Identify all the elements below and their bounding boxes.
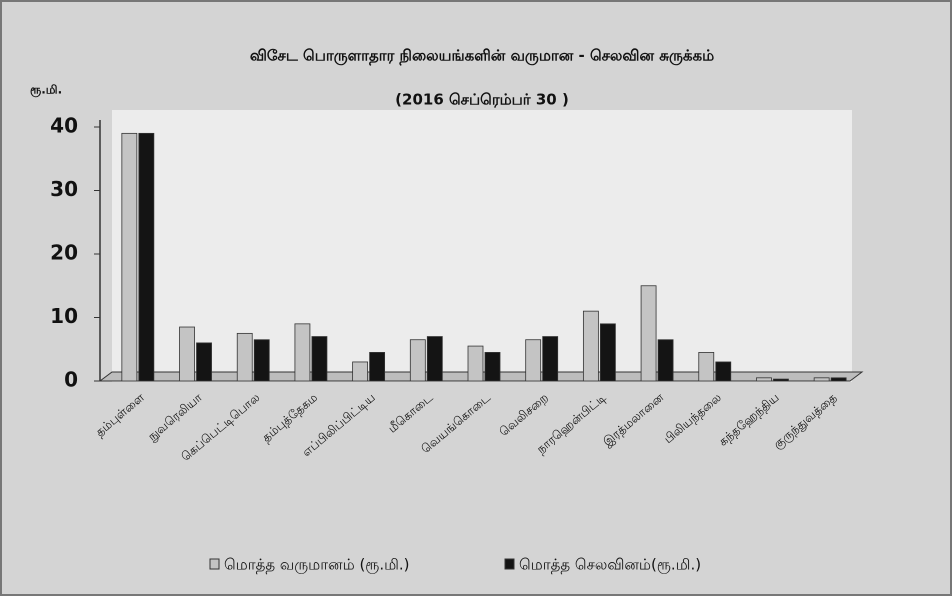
bar xyxy=(236,332,253,382)
y-tick-label: 20 xyxy=(50,241,78,265)
bar xyxy=(698,352,715,382)
bar xyxy=(294,323,311,382)
bar xyxy=(715,361,732,382)
y-tick-label: 10 xyxy=(50,304,78,328)
bar xyxy=(830,377,847,382)
bar xyxy=(582,310,599,382)
bar xyxy=(467,345,484,382)
bar xyxy=(542,336,559,382)
chart-title: விசேட பொருளாதார நிலையங்களின் வருமான - செ… xyxy=(250,47,714,66)
bar xyxy=(253,339,270,382)
bar xyxy=(657,339,674,382)
chart-subtitle: (2016 செப்ரெம்பர் 30 ) xyxy=(395,91,569,109)
bar xyxy=(369,352,386,382)
y-axis-label: ரூ.மி. xyxy=(30,83,62,98)
legend-label: மொத்த செலவினம்(ரூ.மி.) xyxy=(519,556,701,574)
y-tick-label: 30 xyxy=(50,177,78,201)
bar xyxy=(352,361,369,382)
legend-marker xyxy=(504,558,515,570)
bar xyxy=(484,352,501,382)
bar xyxy=(179,326,195,382)
bar xyxy=(773,378,789,382)
bar xyxy=(121,132,138,382)
bar xyxy=(426,336,443,382)
bar xyxy=(138,132,155,382)
bar xyxy=(196,342,212,382)
bar xyxy=(756,377,772,382)
bar xyxy=(599,323,616,382)
bar xyxy=(640,285,657,382)
bar xyxy=(525,339,542,382)
y-tick-label: 40 xyxy=(50,114,78,138)
legend-marker xyxy=(209,558,220,570)
bar xyxy=(311,336,328,382)
bar xyxy=(813,377,830,382)
legend-label: மொத்த வருமானம் (ரூ.மி.) xyxy=(224,556,410,574)
y-tick-label: 0 xyxy=(64,368,78,392)
bar xyxy=(409,339,426,382)
plot-area xyxy=(112,110,852,382)
